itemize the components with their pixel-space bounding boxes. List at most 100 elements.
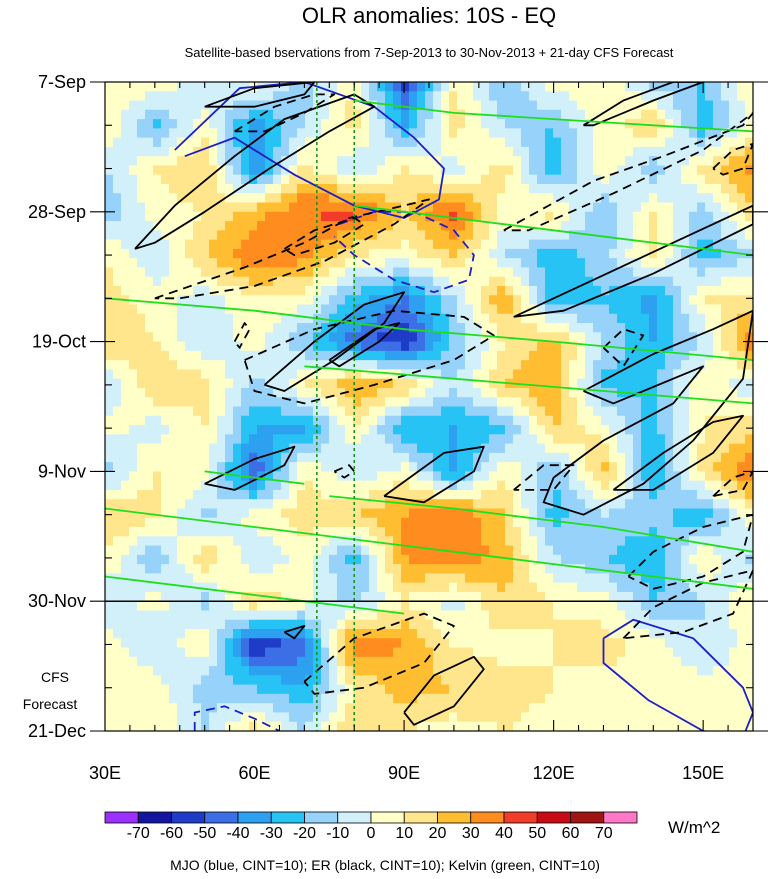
heatmap-cell xyxy=(169,230,178,241)
heatmap-cell xyxy=(297,369,306,380)
heatmap-cell xyxy=(193,647,202,658)
heatmap-cell xyxy=(177,248,186,259)
heatmap-cell xyxy=(233,554,242,565)
heatmap-cell xyxy=(713,350,722,361)
heatmap-cell xyxy=(649,629,658,639)
heatmap-cell xyxy=(505,165,514,176)
heatmap-cell xyxy=(305,221,314,231)
heatmap-cell xyxy=(121,258,130,269)
heatmap-cell xyxy=(385,462,394,472)
heatmap-cell xyxy=(361,230,370,241)
heatmap-cell xyxy=(441,285,450,296)
heatmap-cell xyxy=(601,100,610,111)
heatmap-cell xyxy=(425,536,434,547)
heatmap-cell xyxy=(545,554,554,565)
heatmap-cell xyxy=(281,304,290,315)
heatmap-cell xyxy=(385,193,394,204)
heatmap-cell xyxy=(305,573,314,584)
heatmap-cell xyxy=(417,536,426,547)
heatmap-cell xyxy=(393,517,402,528)
heatmap-cell xyxy=(337,248,346,259)
heatmap-cell xyxy=(577,109,586,120)
heatmap-cell xyxy=(217,109,226,120)
heatmap-cell xyxy=(737,156,746,167)
heatmap-cell xyxy=(401,174,410,185)
heatmap-cell xyxy=(449,285,458,296)
heatmap-cell xyxy=(105,499,114,510)
heatmap-cell xyxy=(185,397,194,408)
heatmap-cell xyxy=(353,582,362,593)
heatmap-cell xyxy=(569,276,578,287)
heatmap-cell xyxy=(729,202,738,213)
heatmap-cell xyxy=(721,193,730,204)
heatmap-cell xyxy=(417,554,426,565)
heatmap-cell xyxy=(353,480,362,491)
heatmap-cell xyxy=(265,295,274,306)
heatmap-cell xyxy=(417,378,426,389)
heatmap-cell xyxy=(481,591,490,602)
heatmap-cell xyxy=(633,536,642,547)
heatmap-cell xyxy=(737,601,746,612)
heatmap-cell xyxy=(737,591,746,602)
heatmap-cell xyxy=(225,610,234,621)
heatmap-cell xyxy=(425,406,434,417)
heatmap-cell xyxy=(681,119,690,129)
heatmap-cell xyxy=(537,183,546,194)
heatmap-cell xyxy=(209,119,218,129)
heatmap-cell xyxy=(617,174,626,185)
heatmap-cell xyxy=(625,100,634,111)
heatmap-cell xyxy=(449,387,458,398)
heatmap-cell xyxy=(449,629,458,639)
heatmap-cell xyxy=(153,397,162,408)
heatmap-cell xyxy=(177,332,186,343)
heatmap-cell xyxy=(449,323,458,333)
heatmap-cell xyxy=(529,638,538,649)
heatmap-cell xyxy=(177,156,186,167)
heatmap-cell xyxy=(737,332,746,343)
heatmap-cell xyxy=(289,397,298,408)
heatmap-cell xyxy=(457,369,466,380)
heatmap-cell xyxy=(721,536,730,547)
heatmap-cell xyxy=(593,489,602,500)
heatmap-cell xyxy=(297,601,306,612)
heatmap-cell xyxy=(105,517,114,528)
heatmap-cell xyxy=(209,619,218,630)
heatmap-cell xyxy=(105,146,114,157)
heatmap-cell xyxy=(425,425,434,435)
heatmap-cell xyxy=(681,638,690,649)
heatmap-cell xyxy=(441,360,450,371)
heatmap-cell xyxy=(249,545,258,556)
heatmap-cell xyxy=(337,211,346,222)
heatmap-cell xyxy=(281,323,290,333)
heatmap-cell xyxy=(441,536,450,547)
heatmap-cell xyxy=(193,276,202,287)
heatmap-cell xyxy=(681,582,690,593)
heatmap-cell xyxy=(313,128,322,139)
heatmap-cell xyxy=(609,193,618,204)
heatmap-cell xyxy=(409,285,418,296)
heatmap-cell xyxy=(185,462,194,472)
heatmap-cell xyxy=(681,137,690,148)
heatmap-cell xyxy=(121,248,130,259)
heatmap-cell xyxy=(729,517,738,528)
heatmap-cell xyxy=(609,202,618,213)
heatmap-cell xyxy=(449,480,458,491)
heatmap-cell xyxy=(641,601,650,612)
heatmap-cell xyxy=(705,304,714,315)
heatmap-cell xyxy=(281,295,290,306)
heatmap-cell xyxy=(225,100,234,111)
heatmap-cell xyxy=(585,601,594,612)
heatmap-cell xyxy=(185,564,194,574)
heatmap-cell xyxy=(113,591,122,602)
heatmap-cell xyxy=(721,109,730,120)
heatmap-cell xyxy=(209,629,218,639)
heatmap-cell xyxy=(241,425,250,435)
heatmap-cell xyxy=(329,517,338,528)
heatmap-cell xyxy=(313,183,322,194)
heatmap-cell xyxy=(585,480,594,491)
heatmap-cell xyxy=(153,313,162,324)
heatmap-cell xyxy=(169,285,178,296)
heatmap-cell xyxy=(513,443,522,454)
heatmap-cell xyxy=(265,554,274,565)
heatmap-cell xyxy=(465,415,474,426)
